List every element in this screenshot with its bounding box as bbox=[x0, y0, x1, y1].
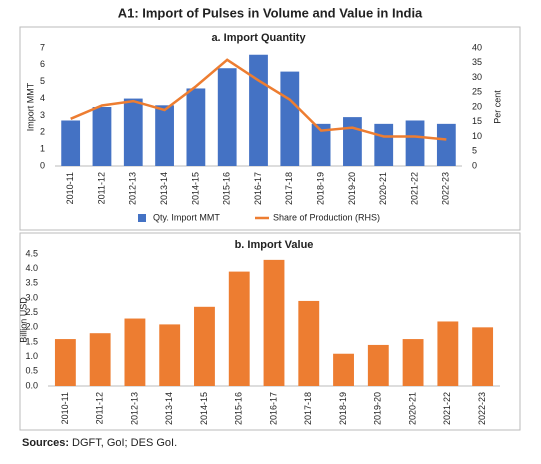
legend-label: Share of Production (RHS) bbox=[273, 212, 380, 222]
x-tick-label: 2013-14 bbox=[159, 172, 169, 205]
bar bbox=[92, 107, 112, 166]
x-tick-label: 2010-11 bbox=[65, 172, 75, 204]
x-tick-label: 2021-22 bbox=[409, 172, 419, 205]
x-tick-label: 2013-14 bbox=[164, 392, 174, 425]
bar bbox=[217, 68, 237, 166]
bar bbox=[159, 324, 181, 386]
bar bbox=[186, 88, 206, 166]
bar bbox=[155, 105, 174, 166]
y-tick-label: 2.5 bbox=[25, 307, 38, 317]
bar bbox=[472, 327, 494, 386]
y-tick-label: 4 bbox=[40, 93, 45, 103]
y2-tick-label: 35 bbox=[472, 57, 482, 67]
bar bbox=[123, 98, 143, 166]
bar bbox=[402, 339, 424, 386]
bar bbox=[54, 339, 76, 386]
x-tick-label: 2011-12 bbox=[96, 172, 106, 204]
bar bbox=[437, 321, 459, 386]
line bbox=[70, 58, 447, 141]
bar bbox=[249, 54, 268, 166]
x-tick-label: 2010-11 bbox=[60, 392, 70, 424]
bar bbox=[61, 120, 81, 166]
x-tick-label: 2021-22 bbox=[442, 392, 452, 425]
panel-a-border bbox=[19, 26, 521, 231]
y-tick-label: 4.0 bbox=[25, 263, 38, 273]
sources-label: Sources: bbox=[22, 437, 69, 449]
y-tick-label: 1.5 bbox=[25, 336, 38, 346]
y-tick-label: 2.0 bbox=[25, 322, 38, 332]
x-tick-label: 2020-21 bbox=[407, 392, 417, 425]
bar bbox=[89, 333, 111, 386]
y-tick-label: 1 bbox=[40, 144, 45, 154]
bar bbox=[367, 344, 389, 386]
y2-tick-label: 25 bbox=[472, 87, 482, 97]
y-tick-label: 0.5 bbox=[25, 366, 38, 376]
bar bbox=[374, 123, 394, 166]
x-tick-label: 2012-13 bbox=[128, 172, 138, 205]
bar bbox=[436, 123, 456, 166]
x-tick-label: 2019-20 bbox=[373, 392, 383, 425]
y2-tick-label: 20 bbox=[472, 101, 482, 111]
x-tick-label: 2018-19 bbox=[338, 392, 348, 425]
chart-title: a. Import Quantity bbox=[211, 32, 306, 44]
y-tick-label: 3 bbox=[40, 110, 45, 120]
x-tick-label: 2015-16 bbox=[222, 172, 232, 205]
x-tick-label: 2015-16 bbox=[234, 392, 244, 425]
x-tick-label: 2018-19 bbox=[315, 172, 325, 205]
bar bbox=[311, 123, 331, 166]
x-tick-label: 2014-15 bbox=[190, 172, 200, 205]
y-tick-label: 6 bbox=[40, 59, 45, 69]
panel-b-border bbox=[19, 232, 521, 431]
sources-text: DGFT, GoI; DES GoI. bbox=[72, 437, 177, 449]
y-tick-label: 3.5 bbox=[25, 278, 38, 288]
y2-tick-label: 30 bbox=[472, 72, 482, 82]
chart-title: b. Import Value bbox=[235, 239, 314, 251]
y-axis-label: Import MMT bbox=[25, 82, 35, 131]
y2-tick-label: 10 bbox=[472, 131, 482, 141]
x-tick-label: 2016-17 bbox=[253, 172, 263, 205]
y-tick-label: 7 bbox=[40, 42, 45, 52]
x-tick-label: 2020-21 bbox=[378, 172, 388, 205]
x-tick-label: 2022-23 bbox=[477, 392, 487, 425]
bar bbox=[343, 117, 362, 166]
bar bbox=[124, 318, 146, 386]
bar bbox=[280, 71, 300, 166]
x-tick-label: 2014-15 bbox=[199, 392, 209, 425]
x-tick-label: 2017-18 bbox=[303, 392, 313, 425]
bar bbox=[263, 259, 285, 386]
bar bbox=[228, 271, 250, 386]
y2-tick-label: 40 bbox=[472, 42, 482, 52]
y2-tick-label: 15 bbox=[472, 116, 482, 126]
y-axis-label: Billion USD bbox=[18, 297, 28, 343]
y-tick-label: 1.0 bbox=[25, 351, 38, 361]
legend-label: Qty. Import MMT bbox=[153, 212, 220, 222]
bar bbox=[405, 120, 425, 166]
page-title: A1: Import of Pulses in Volume and Value… bbox=[118, 5, 423, 20]
y-tick-label: 0.0 bbox=[25, 380, 38, 390]
x-tick-label: 2012-13 bbox=[129, 392, 139, 425]
y2-axis-label: Per cent bbox=[492, 90, 502, 124]
y-tick-label: 4.5 bbox=[25, 248, 38, 258]
x-tick-label: 2019-20 bbox=[347, 172, 357, 205]
y-tick-label: 3.0 bbox=[25, 292, 38, 302]
y-tick-label: 2 bbox=[40, 127, 45, 137]
x-tick-label: 2016-17 bbox=[268, 392, 278, 425]
bar bbox=[194, 306, 215, 386]
legend-swatch bbox=[138, 214, 146, 222]
bar bbox=[298, 300, 320, 386]
y2-tick-label: 5 bbox=[472, 146, 477, 156]
y2-tick-label: 0 bbox=[472, 160, 477, 170]
y-tick-label: 5 bbox=[40, 76, 45, 86]
x-tick-label: 2022-23 bbox=[441, 172, 451, 205]
x-tick-label: 2017-18 bbox=[284, 172, 294, 205]
y-tick-label: 0 bbox=[40, 160, 45, 170]
bar bbox=[333, 353, 354, 386]
x-tick-label: 2011-12 bbox=[95, 392, 105, 424]
